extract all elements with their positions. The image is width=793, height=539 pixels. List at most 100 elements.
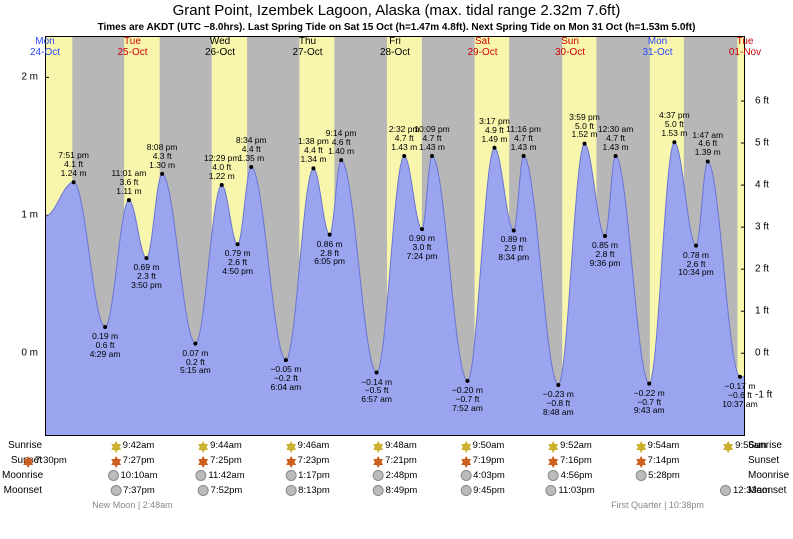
tide-point-label: 1:47 am4.6 ft1.39 m [692, 131, 723, 158]
sunset-icon [373, 456, 383, 465]
y-tick-right: 5 ft [751, 138, 793, 149]
moon-icon [285, 470, 296, 481]
moonset-label-r: Moonset [748, 485, 788, 496]
row-moonset-item: 8:49pm [373, 485, 418, 496]
sunrise-icon [111, 441, 121, 450]
tide-point-label: 9:14 pm4.6 ft1.40 m [326, 129, 357, 156]
day-header: Mon24-Oct [30, 36, 60, 58]
tide-point-label: 11:01 am3.6 ft1.11 m [112, 169, 147, 196]
row-sunrise-item: 9:44am [198, 440, 242, 451]
moonset-label: Moonset [2, 485, 42, 496]
row-sunrise-item: 9:42am [111, 440, 155, 451]
moon-icon [285, 485, 296, 496]
day-header: Tue25-Oct [117, 36, 147, 58]
y-tick-right: 0 ft [751, 348, 793, 359]
tide-point-label: 7:51 pm4.1 ft1.24 m [58, 151, 89, 178]
row-sunset-item: 7:16pm [548, 455, 592, 466]
sunrise-icon [723, 441, 733, 450]
row-moonrise-item: 11:42am [195, 470, 244, 481]
moon-icon [373, 470, 384, 481]
row-moonset-item: 11:03pm [545, 485, 594, 496]
moonphase-row: New Moon | 2:48am First Quarter | 10:38pm [45, 500, 745, 515]
moonphase-label: New Moon | 2:48am [92, 500, 172, 510]
row-sunset-item: 7:23pm [286, 455, 330, 466]
sunrise-icon [461, 441, 471, 450]
tide-point-label: 10:09 pm4.7 ft1.43 m [414, 125, 449, 152]
tide-point-label: 8:08 pm4.3 ft1.30 m [147, 143, 178, 170]
tide-point-label: 0.69 m2.3 ft3:50 pm [131, 263, 162, 290]
sunset-label-r: Sunset [748, 455, 788, 466]
sunrise-icon [548, 441, 558, 450]
y-tick-right: 2 ft [751, 264, 793, 275]
moonset-row: Moonset 7:37pm7:52pm8:13pm8:49pm9:45pm11… [45, 485, 745, 500]
moon-icon [460, 470, 471, 481]
day-header: Thu27-Oct [292, 36, 322, 58]
day-header: Fri28-Oct [380, 36, 410, 58]
y-tick-left: 2 m [0, 72, 42, 83]
row-moonset-item: 7:37pm [110, 485, 155, 496]
y-tick-left: 1 m [0, 210, 42, 221]
tide-point-label: 0.07 m0.2 ft5:15 am [180, 349, 211, 376]
moonrise-label: Moonrise [2, 470, 42, 481]
tide-point-label: 0.85 m2.8 ft9:36 pm [590, 241, 621, 268]
y-axis-right: -1 ft0 ft1 ft2 ft3 ft4 ft5 ft6 ft [751, 36, 793, 436]
moon-icon [635, 470, 646, 481]
moon-icon [195, 470, 206, 481]
tide-point-label: 12:29 pm4.0 ft1.22 m [204, 154, 239, 181]
tide-point-label: 0.86 m2.8 ft6:05 pm [314, 240, 345, 267]
moon-icon [108, 470, 119, 481]
sunrise-icon [636, 441, 646, 450]
row-moonrise-item: 10:10am [108, 470, 158, 481]
tide-point-label: −0.14 m−0.5 ft6:57 am [361, 378, 392, 405]
row-moonrise-item: 5:28pm [635, 470, 680, 481]
row-sunrise-item: 9:46am [286, 440, 330, 451]
sunset-icon [286, 456, 296, 465]
sunrise-row: Sunrise 9:42am9:44am9:46am9:48am9:50am9:… [45, 440, 745, 455]
sunset-icon [636, 456, 646, 465]
row-sunset-item: 7:19pm [461, 455, 505, 466]
row-sunrise-item: 9:50am [461, 440, 505, 451]
sunset-row: Sunset 7:30pm7:27pm7:25pm7:23pm7:21pm7:1… [45, 455, 745, 470]
y-tick-right: 1 ft [751, 306, 793, 317]
tide-chart: Grant Point, Izembek Lagoon, Alaska (max… [0, 0, 793, 539]
tide-point-label: 3:59 pm5.0 ft1.52 m [569, 113, 600, 140]
day-header: Mon31-Oct [642, 36, 672, 58]
chart-subtitle: Times are AKDT (UTC −8.0hrs). Last Sprin… [0, 22, 793, 33]
sunset-icon [461, 456, 471, 465]
tide-point-label: 0.89 m2.9 ft8:34 pm [498, 235, 529, 262]
row-sunrise-item: 9:52am [548, 440, 592, 451]
tide-point-label: 0.78 m2.6 ft10:34 pm [678, 251, 713, 278]
sun-moon-times: Sunrise 9:42am9:44am9:46am9:48am9:50am9:… [45, 440, 745, 515]
sunset-icon [198, 456, 208, 465]
row-moonrise-item: 4:03pm [460, 470, 505, 481]
y-tick-right: 6 ft [751, 95, 793, 106]
day-header: Sun30-Oct [555, 36, 585, 58]
row-sunset-item: 7:27pm [111, 455, 155, 466]
tide-point-label: 0.19 m0.6 ft4:29 am [90, 332, 121, 359]
moon-icon [110, 485, 121, 496]
tide-point-label: −0.22 m−0.7 ft9:43 am [634, 389, 665, 416]
plot-svg [45, 36, 745, 436]
sunset-icon [548, 456, 558, 465]
tide-point-label: 8:34 pm4.4 ft1.35 m [236, 136, 267, 163]
moon-icon [720, 485, 731, 496]
day-header: Wed26-Oct [205, 36, 235, 58]
row-moonrise-item: 1:17pm [285, 470, 330, 481]
y-axis-left: 0 m1 m2 m [0, 36, 42, 436]
tide-point-label: 4:37 pm5.0 ft1.53 m [659, 111, 690, 138]
moonphase-label: First Quarter | 10:38pm [611, 500, 704, 510]
row-moonrise-item: 4:56pm [548, 470, 593, 481]
row-sunset-item: 7:30pm [23, 455, 67, 466]
y-tick-right: 3 ft [751, 222, 793, 233]
moon-icon [460, 485, 471, 496]
tide-point-label: 0.79 m2.6 ft4:50 pm [222, 249, 253, 276]
y-tick-right: 4 ft [751, 180, 793, 191]
plot-area: 7:51 pm4.1 ft1.24 m 0.19 m0.6 ft4:29 am 11… [45, 36, 745, 436]
tide-point-label: 12:30 am4.7 ft1.43 m [598, 125, 633, 152]
row-moonrise-item: 2:48pm [373, 470, 418, 481]
moonrise-label-r: Moonrise [748, 470, 788, 481]
tide-point-label: −0.05 m−0.2 ft6:04 am [270, 365, 301, 392]
tide-point-label: 11:16 pm4.7 ft1.43 m [506, 125, 541, 152]
moon-icon [373, 485, 384, 496]
row-sunset-item: 7:14pm [636, 455, 680, 466]
